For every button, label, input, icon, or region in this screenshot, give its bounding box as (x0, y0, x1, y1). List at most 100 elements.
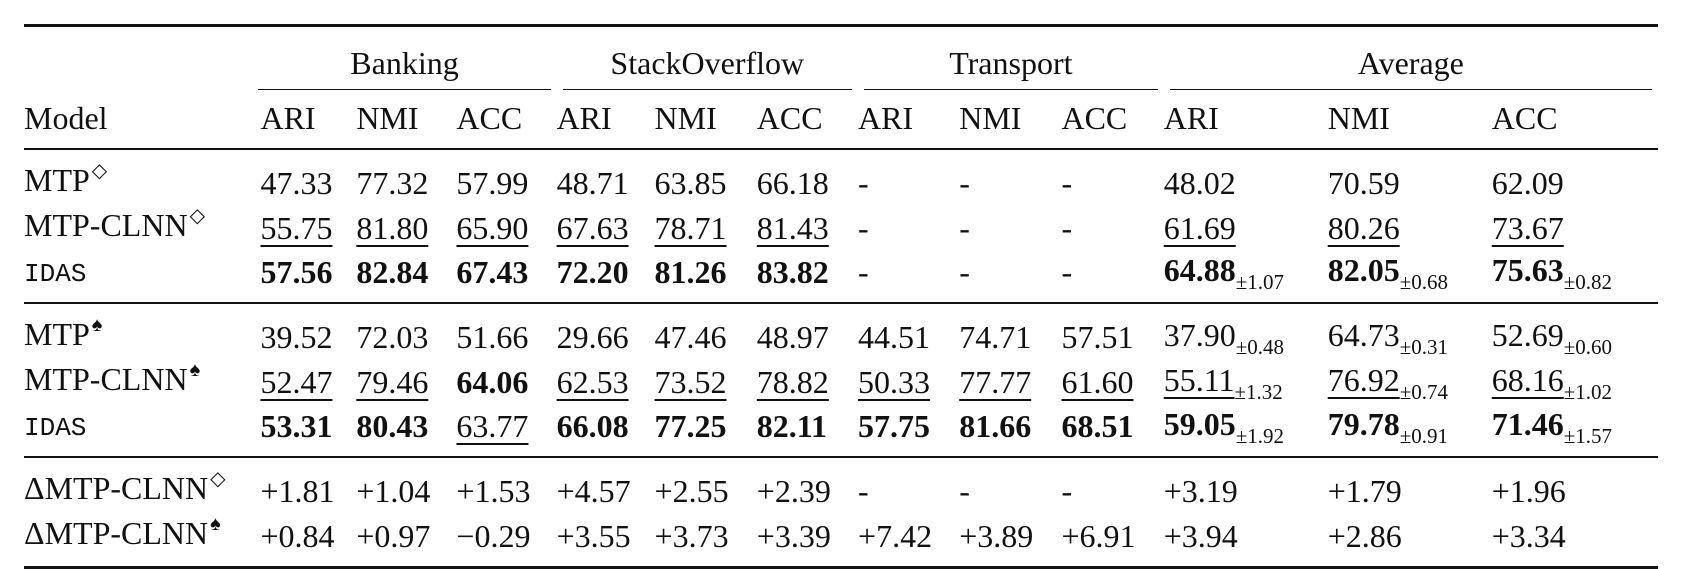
value-cell: −0.29 (456, 513, 557, 569)
value-cell: 70.59 (1327, 148, 1492, 205)
cell-value: 53.31 (260, 408, 333, 444)
model-name: MTP (24, 162, 90, 198)
metric-header-average-nmi: NMI (1327, 100, 1390, 136)
value-cell: 52.47 (260, 359, 356, 404)
model-name: IDAS (24, 413, 87, 443)
value-cell: 81.26 (655, 250, 757, 303)
cell-value: 59.05 (1163, 406, 1236, 442)
model-header: Model (24, 100, 108, 136)
cell-value: +6.91 (1061, 517, 1136, 554)
spade-icon: ♠ (91, 314, 103, 336)
cell-value: 77.32 (356, 164, 429, 201)
value-cell: 55.11±1.32 (1164, 359, 1328, 404)
model-name: MTP-CLNN (24, 361, 188, 397)
value-cell: 37.90±0.48 (1163, 302, 1328, 359)
metric-header-transport-nmi: NMI (959, 100, 1022, 136)
value-cell: 82.11 (757, 404, 858, 457)
cell-value: 55.75 (260, 209, 333, 246)
value-cell: - (1061, 148, 1164, 205)
value-cell: 81.80 (356, 205, 456, 250)
value-cell: - (858, 205, 959, 250)
model-name: IDAS (24, 259, 87, 289)
value-cell: - (1061, 205, 1163, 250)
cell-value: +1.81 (260, 472, 335, 509)
cell-value: 81.43 (756, 209, 829, 246)
value-cell: 66.18 (756, 148, 859, 205)
value-cell: +1.04 (356, 456, 457, 513)
value-cell: 57.56 (260, 250, 356, 303)
model-name: ΔMTP-CLNN (24, 515, 209, 551)
value-cell: +3.89 (959, 513, 1062, 569)
value-cell: 29.66 (556, 302, 655, 359)
value-cell: +3.34 (1491, 513, 1658, 569)
value-cell: 57.99 (456, 148, 557, 205)
value-cell: 66.08 (557, 404, 655, 457)
value-cell: 82.84 (356, 250, 456, 303)
value-cell: 62.53 (557, 359, 655, 404)
cell-value: - (959, 209, 970, 246)
value-cell: 64.88±1.07 (1164, 250, 1328, 303)
cell-value: 61.69 (1163, 209, 1236, 246)
value-cell: 72.03 (356, 302, 457, 359)
value-cell: 59.05±1.92 (1164, 404, 1328, 457)
cell-value: 66.18 (756, 164, 829, 201)
cell-value: 80.26 (1327, 209, 1400, 246)
model-name: MTP (24, 316, 90, 352)
metric-header-row: Model ARI NMI ACC ARI NMI ACC ARI NMI ACC ARI NMI A… (24, 96, 1658, 149)
value-cell: +7.42 (858, 513, 960, 569)
cell-value: +3.94 (1163, 517, 1238, 554)
cell-value: +1.96 (1491, 472, 1566, 509)
value-cell: 78.82 (757, 359, 858, 404)
value-cell: - (1061, 456, 1164, 513)
cell-value: +3.34 (1491, 517, 1566, 554)
cell-value: 62.53 (556, 363, 629, 400)
cell-value: 68.51 (1061, 408, 1134, 444)
cell-value: 37.90 (1163, 316, 1236, 353)
cell-value: 79.78 (1327, 406, 1400, 442)
cell-value: +2.55 (654, 472, 729, 509)
cell-value: - (1061, 472, 1073, 509)
cell-value: 82.11 (756, 408, 828, 444)
cell-value: 57.75 (858, 408, 931, 444)
cell-value: - (1061, 254, 1073, 290)
value-cell: 48.02 (1163, 148, 1328, 205)
value-cell: - (959, 250, 1061, 303)
group-average: Average (1163, 24, 1658, 96)
value-cell: +3.39 (756, 513, 859, 569)
cell-value: - (959, 254, 970, 290)
cell-value: 48.71 (556, 164, 629, 201)
std-dev: ±1.07 (1235, 270, 1284, 294)
cell-value: 29.66 (556, 318, 629, 355)
cell-value: 74.71 (959, 318, 1032, 355)
value-cell: 47.33 (260, 148, 357, 205)
cell-value: 76.92 (1327, 361, 1400, 398)
cell-value: 64.73 (1327, 316, 1400, 353)
metric-header-average-ari: ARI (1163, 100, 1219, 136)
cell-value: - (858, 472, 869, 509)
value-cell: +1.81 (260, 456, 357, 513)
value-cell: 81.43 (757, 205, 858, 250)
value-cell: 67.63 (557, 205, 655, 250)
cell-value: 50.33 (858, 363, 931, 400)
group-transport: Transport (858, 24, 1164, 96)
cell-value: +1.53 (456, 472, 531, 509)
value-cell: 47.46 (654, 302, 757, 359)
cell-value: 67.63 (556, 209, 629, 246)
cell-value: 72.20 (556, 254, 629, 290)
value-cell: +1.53 (456, 456, 557, 513)
value-cell: - (858, 456, 960, 513)
value-cell: +2.86 (1327, 513, 1492, 569)
value-cell: 78.71 (655, 205, 757, 250)
value-cell: +3.94 (1163, 513, 1328, 569)
cell-value: 63.77 (456, 408, 529, 444)
value-cell: 44.51 (858, 302, 960, 359)
value-cell: - (959, 456, 1062, 513)
metric-header-stackoverflow-acc: ACC (756, 100, 823, 136)
cell-value: 82.84 (356, 254, 429, 290)
value-cell: +0.97 (356, 513, 457, 569)
cell-value: 68.16 (1491, 361, 1564, 398)
value-cell: 64.06 (456, 359, 556, 404)
cell-value: 73.67 (1491, 209, 1564, 246)
cell-value: 66.08 (556, 408, 629, 444)
